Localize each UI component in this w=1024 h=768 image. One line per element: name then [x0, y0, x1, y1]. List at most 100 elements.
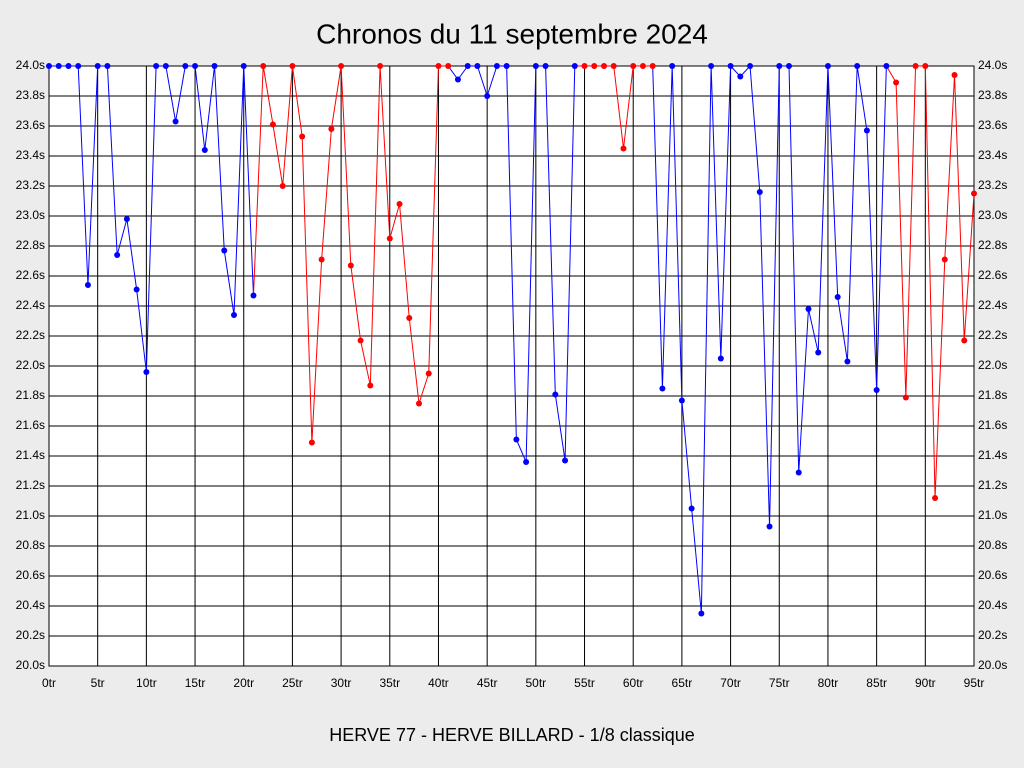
x-tick-label: 60tr [623, 676, 644, 690]
data-point [873, 387, 880, 393]
data-point [513, 436, 520, 443]
y-tick-label-right: 21.0s [978, 508, 1007, 522]
y-tick-label-right: 21.8s [978, 388, 1007, 402]
y-tick-label: 21.6s [16, 418, 45, 432]
data-point [201, 147, 208, 153]
data-point [863, 127, 870, 134]
data-point [367, 382, 374, 389]
y-tick-label-right: 23.6s [978, 118, 1007, 132]
data-point [766, 523, 773, 530]
data-point [727, 63, 734, 69]
y-tick-label-right: 20.0s [978, 658, 1007, 672]
data-point [192, 63, 199, 69]
y-tick-label-right: 21.6s [978, 418, 1007, 432]
x-tick-label: 20tr [233, 676, 254, 690]
y-tick-label-right: 20.2s [978, 628, 1007, 642]
data-point [269, 121, 276, 128]
y-tick-label-right: 22.2s [978, 328, 1007, 342]
data-point [932, 495, 939, 501]
data-point [133, 286, 140, 293]
y-tick-label: 21.8s [16, 388, 45, 402]
y-tick-label: 20.6s [16, 568, 45, 582]
y-tick-label-right: 23.2s [978, 178, 1007, 192]
x-tick-label: 40tr [428, 676, 449, 690]
y-tick-label: 23.2s [16, 178, 45, 192]
data-point [308, 439, 315, 446]
data-point [610, 63, 617, 69]
x-tick-label: 90tr [915, 676, 936, 690]
y-tick-label-right: 24.0s [978, 58, 1007, 72]
data-point [688, 505, 695, 512]
data-point [299, 133, 306, 140]
data-point [172, 118, 179, 125]
y-tick-label-right: 20.6s [978, 568, 1007, 582]
y-tick-label: 22.0s [16, 358, 45, 372]
data-point [221, 247, 228, 254]
data-point [659, 385, 666, 392]
data-point [824, 63, 831, 69]
data-point [503, 63, 510, 69]
data-point [435, 63, 442, 69]
y-tick-label: 21.4s [16, 448, 45, 462]
data-point [698, 610, 705, 617]
y-tick-label: 21.0s [16, 508, 45, 522]
y-tick-label-right: 23.4s [978, 148, 1007, 162]
y-tick-label: 23.4s [16, 148, 45, 162]
data-point [795, 469, 802, 476]
data-point [815, 349, 822, 356]
data-point [396, 201, 403, 207]
data-point [406, 315, 413, 321]
data-point [454, 76, 461, 83]
data-point [552, 391, 559, 398]
data-point [484, 93, 491, 99]
x-tick-label: 65tr [672, 676, 693, 690]
data-point [922, 63, 929, 69]
data-point [805, 306, 812, 312]
data-point [464, 63, 471, 69]
x-tick-label: 95tr [964, 676, 985, 690]
data-point [211, 63, 218, 69]
y-tick-label: 22.4s [16, 298, 45, 312]
data-point [581, 63, 588, 69]
data-point [961, 337, 968, 344]
data-point [854, 63, 861, 69]
data-point [737, 73, 744, 80]
data-point [523, 459, 530, 465]
y-tick-label-right: 20.4s [978, 598, 1007, 612]
data-point [776, 63, 783, 69]
data-point [416, 400, 422, 407]
y-tick-label: 22.6s [16, 268, 45, 282]
data-point [678, 397, 685, 404]
data-point [114, 252, 121, 258]
data-point [357, 337, 364, 344]
y-tick-label: 22.2s [16, 328, 45, 342]
data-point [639, 63, 646, 69]
y-tick-label-right: 21.2s [978, 478, 1007, 492]
data-point [46, 63, 52, 69]
x-tick-label: 10tr [136, 676, 157, 690]
data-point [902, 394, 909, 401]
y-tick-label-right: 22.0s [978, 358, 1007, 372]
data-point [338, 63, 345, 69]
x-tick-label: 75tr [769, 676, 790, 690]
data-point [445, 63, 452, 69]
data-point [630, 63, 637, 69]
data-point [250, 292, 257, 299]
y-tick-label: 23.8s [16, 88, 45, 102]
data-point [55, 63, 62, 69]
y-tick-label: 21.2s [16, 478, 45, 492]
y-tick-label: 23.0s [16, 208, 45, 222]
data-point [493, 63, 500, 69]
data-point [84, 282, 91, 288]
x-tick-label: 15tr [185, 676, 206, 690]
y-tick-label: 20.0s [16, 658, 45, 672]
data-point [94, 63, 101, 69]
data-point [532, 63, 539, 69]
x-tick-label: 0tr [42, 676, 56, 690]
data-point [912, 63, 919, 69]
chart-title: Chronos du 11 septembre 2024 [316, 18, 708, 49]
data-point [182, 63, 189, 69]
data-point [231, 312, 237, 318]
plot-border [48, 65, 975, 667]
